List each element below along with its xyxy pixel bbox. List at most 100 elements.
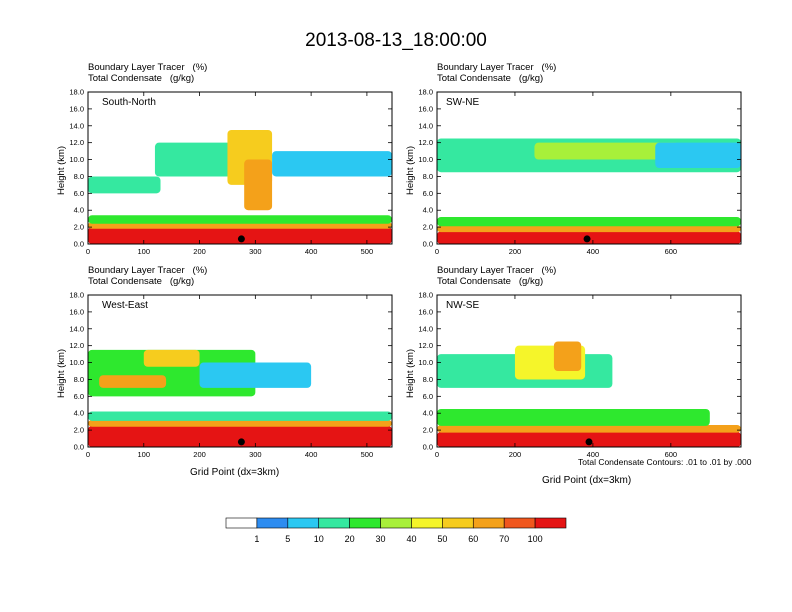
panel-1-xtick-label: 500 [361,247,374,256]
panel-1-tracer-region [88,227,392,244]
colorbar-swatch [472,517,505,529]
panel-1-label: South-North [102,97,156,108]
panel-3-xtick-label: 300 [249,450,262,459]
panel-1-title: Boundary Layer Tracer (%) Total Condensat… [88,62,207,84]
panel-3-title-line2: Total Condensate (g/kg) [88,276,195,287]
colorbar-swatch [225,517,258,529]
panel-4-xtick-label: 400 [587,450,600,459]
panel-2-ytick-label: 10.0 [418,155,433,164]
panel-3-location-marker [237,438,245,446]
panel-4-tracer-region [437,425,741,433]
panel-1-field [88,92,392,244]
panel-2-title-line2: Total Condensate (g/kg) [437,73,544,84]
panel-4-plot: 0 200 400 600 0.0 2.0 4.0 6.0 8.0 10.0 12.0 14.0 16.… [418,291,742,459]
panel-2-ytick-label: 2.0 [423,223,433,232]
colorbar-label: 5 [285,534,290,544]
colorbar-swatch [442,517,474,529]
panel-3-ytick-label: 4.0 [74,409,84,418]
panel-4-label: NW-SE [446,300,480,311]
panel-1-ytick-label: 18.0 [69,88,84,97]
colorbar-label: 100 [528,534,543,544]
panel-2-tracer-region [437,225,741,233]
panel-1-frame [87,91,393,245]
panel-2-plot: 0 200 400 600 0.0 2.0 4.0 6.0 8.0 10.0 12.0 14.0 16.… [418,88,742,256]
panel-3-ytick-label: 0.0 [74,443,84,452]
panel-4-title: Boundary Layer Tracer (%) Total Condensat… [437,265,556,287]
panel-2-label: SW-NE [446,97,480,108]
panel-4-ytick-label: 16.0 [418,307,433,316]
colorbar-swatch [411,517,443,529]
colorbar-swatch [256,517,289,529]
panel-2-ytick-label: 0.0 [423,240,433,249]
panel-1-ytick-label: 6.0 [74,189,84,198]
panel-3-ytick-label: 10.0 [69,358,84,367]
panel-1-title-line1: Boundary Layer Tracer (%) [88,62,208,73]
panel-2-title-line1: Boundary Layer Tracer (%) [437,62,557,73]
colorbar-label: 10 [314,534,324,544]
colorbar-label: 30 [376,534,386,544]
panel-4-frame [436,294,742,448]
panel-1-xtick-label: 300 [249,247,262,256]
panel-3-frame [87,294,393,448]
colorbar-label: 50 [437,534,447,544]
panel-2-xtick-label: 600 [665,247,678,256]
panel-1-ytick-label: 8.0 [74,172,84,181]
panel-2-ytick-label: 8.0 [423,172,433,181]
panel-4-field [437,295,741,447]
panel-3-title: Boundary Layer Tracer (%) Total Condensat… [88,265,207,287]
colorbar-label: 40 [406,534,416,544]
panel-4-ytick-label: 10.0 [418,358,433,367]
panel-1-title-line2: Total Condensate (g/kg) [88,73,195,84]
colorbar-label: 60 [468,534,478,544]
panel-2-xtick-label: 0 [435,247,439,256]
panel-4-ytick-label: 8.0 [423,375,433,384]
panel-4-ytick-label: 4.0 [423,409,433,418]
panel-2-ytick-label: 6.0 [423,189,433,198]
panel-1-xtick-label: 200 [193,247,206,256]
panel-4-ytick-label: 0.0 [423,443,433,452]
panel-4-title-line2: Total Condensate (g/kg) [437,276,544,287]
colorbar-label: 1 [254,534,259,544]
colorbar-swatch [318,517,350,529]
panel-3-tracer-region [88,411,392,421]
panel-3-tracer-region [99,375,167,388]
panel-1-ytick-label: 4.0 [74,206,84,215]
panel-3-xtick-label: 500 [361,450,374,459]
colorbar-swatch [349,517,381,529]
panel-1-ytick-label: 16.0 [69,104,84,113]
panel-2-location-marker [583,235,591,243]
panel-2-xtick-label: 400 [587,247,600,256]
panel-3-xtick-label: 0 [86,450,90,459]
panel-2-ytick-label: 12.0 [418,138,433,147]
panel-3-xtick-label: 200 [193,450,206,459]
panel-2-field [437,92,741,244]
panel-1-ytick-label: 14.0 [69,121,84,130]
panel-4-ytick-label: 6.0 [423,392,433,401]
contour-note: Total Condensate Contours: .01 to .01 by… [578,457,752,467]
panel-2-title: Boundary Layer Tracer (%) Total Condensat… [437,62,556,84]
panel-1-xtick-label: 100 [138,247,151,256]
panel-4-xlabel: Grid Point (dx=3km) [542,475,632,486]
panel-1-location-marker [237,235,245,243]
panel-1-plot: 0 100 200 300 400 500 0.0 2.0 4.0 6.0 8.0 10.0 12.0 1… [69,88,393,256]
panel-2-tracer-region [534,142,679,160]
panel-1-tracer-region [88,215,392,224]
panel-2-ytick-label: 18.0 [418,88,433,97]
panel-4-xtick-label: 200 [509,450,522,459]
panel-1-ytick-label: 2.0 [74,223,84,232]
panel-2-ytick-label: 14.0 [418,121,433,130]
panel-3-ytick-label: 12.0 [69,341,84,350]
panel-2-xtick-label: 200 [509,247,522,256]
panel-4-tracer-region [437,409,710,426]
panel-3-ytick-label: 18.0 [69,291,84,300]
panel-3-ytick-label: 14.0 [69,324,84,333]
colorbar-label: 70 [499,534,509,544]
panel-4-location-marker [585,438,593,446]
panel-3-xtick-label: 100 [138,450,151,459]
panel-1-tracer-region [244,159,273,211]
panel-1-tracer-region [88,176,161,194]
panel-2-tracer-region [437,216,741,227]
colorbar-swatch [287,517,320,529]
panel-3-ytick-label: 2.0 [74,426,84,435]
